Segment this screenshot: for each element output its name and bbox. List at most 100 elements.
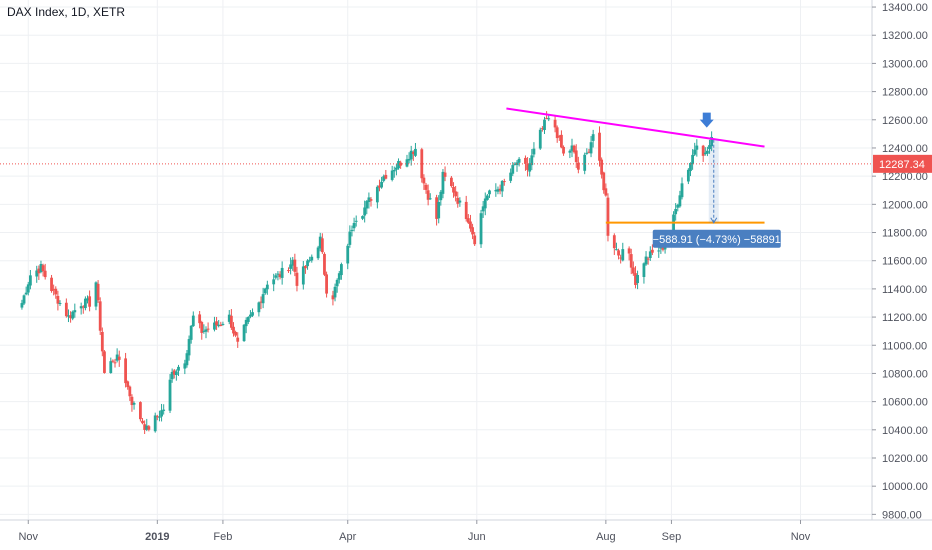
- candle-body: [301, 266, 305, 285]
- candle-body: [96, 283, 100, 301]
- measure-label: −588.91 (−4.73%) −58891: [653, 234, 781, 246]
- candle-body: [583, 154, 587, 171]
- candle-body: [287, 270, 290, 272]
- candle-body: [629, 254, 633, 268]
- x-tick-label: Apr: [339, 531, 356, 543]
- candle-body: [411, 151, 415, 155]
- candle-body: [113, 362, 117, 364]
- candle-body: [644, 256, 648, 265]
- candle-body: [98, 301, 102, 331]
- measure-label-box: [652, 229, 781, 248]
- candle-body: [691, 154, 694, 164]
- candle-body: [562, 146, 565, 154]
- candle-body: [612, 235, 616, 249]
- y-tick-label: 10000.00: [882, 481, 928, 493]
- candle-body: [606, 197, 610, 236]
- candle-body: [73, 310, 77, 313]
- candle-body: [439, 191, 443, 201]
- candle-body: [236, 337, 240, 342]
- candle-body: [291, 259, 295, 266]
- candle-body: [485, 195, 489, 200]
- candle-body: [94, 282, 98, 307]
- candle-body: [162, 409, 166, 411]
- candle-body: [229, 315, 233, 328]
- candle-body: [710, 136, 714, 147]
- candle-body: [557, 136, 561, 138]
- candle-body: [481, 206, 485, 212]
- y-tick-label: 12200.00: [882, 171, 928, 183]
- candle-body: [187, 339, 191, 356]
- candle-body: [100, 331, 104, 352]
- candle-body: [58, 302, 62, 304]
- candle-body: [183, 363, 187, 369]
- y-tick-label: 12400.00: [882, 143, 928, 155]
- candle-body: [71, 311, 75, 319]
- candle-body: [390, 170, 394, 180]
- candle-body: [587, 151, 591, 153]
- candle-body: [615, 249, 618, 251]
- candle-body: [79, 306, 83, 309]
- candle-body: [378, 185, 381, 188]
- y-tick-label: 12800.00: [882, 87, 928, 99]
- candle-body: [555, 127, 559, 139]
- candle-body: [500, 181, 504, 192]
- candle-body: [124, 358, 127, 384]
- candle-body: [251, 312, 254, 316]
- candle-body: [435, 197, 438, 219]
- candle-body: [158, 416, 161, 418]
- candle-body: [276, 273, 280, 275]
- candle-body: [170, 371, 174, 380]
- candle-body: [498, 188, 502, 191]
- candle-body: [257, 302, 261, 313]
- candle-body: [204, 329, 208, 332]
- candle-body: [43, 270, 47, 278]
- candle-body: [339, 264, 343, 276]
- y-tick-label: 10400.00: [882, 425, 928, 437]
- candle-body: [261, 294, 265, 304]
- candle-body: [576, 162, 580, 170]
- candle-body: [631, 267, 635, 274]
- candle-body: [69, 315, 72, 319]
- x-tick-label: Nov: [791, 531, 811, 543]
- y-tick-label: 12000.00: [882, 199, 928, 211]
- candle-body: [570, 145, 574, 151]
- candle-body: [545, 117, 549, 119]
- candle-body: [198, 314, 202, 324]
- candle-body: [585, 152, 589, 154]
- y-tick-label: 13000.00: [882, 58, 928, 70]
- candle-body: [473, 235, 477, 245]
- candle-body: [331, 295, 335, 300]
- candle-body: [598, 132, 601, 161]
- candle-body: [547, 118, 551, 120]
- candle-body: [81, 306, 85, 308]
- candle-body: [708, 145, 711, 150]
- candle-body: [185, 353, 189, 366]
- candle-body: [365, 201, 369, 209]
- candle-body: [450, 177, 453, 187]
- x-tick-label: Aug: [596, 531, 616, 543]
- candle-body: [145, 425, 149, 430]
- candle-body: [454, 191, 458, 197]
- candle-body: [52, 289, 56, 291]
- candle-body: [437, 201, 441, 219]
- candles: [20, 111, 714, 435]
- candle-body: [456, 197, 460, 204]
- candle-body: [464, 201, 468, 220]
- x-tick-label: 2019: [145, 531, 169, 543]
- candle-body: [466, 218, 470, 223]
- x-tick-label: Feb: [213, 531, 232, 543]
- candle-body: [509, 172, 513, 181]
- candle-body: [244, 319, 248, 327]
- candle-body: [147, 426, 151, 430]
- candle-body: [657, 250, 661, 252]
- candle-body: [494, 189, 498, 192]
- candle-body: [646, 258, 650, 260]
- resistance-trendline: [506, 107, 765, 148]
- candle-body: [323, 253, 326, 275]
- candle-body: [701, 145, 705, 156]
- candle-body: [325, 274, 328, 294]
- candle-body: [174, 371, 178, 376]
- y-tick-label: 10600.00: [882, 397, 928, 409]
- candle-body: [538, 129, 542, 149]
